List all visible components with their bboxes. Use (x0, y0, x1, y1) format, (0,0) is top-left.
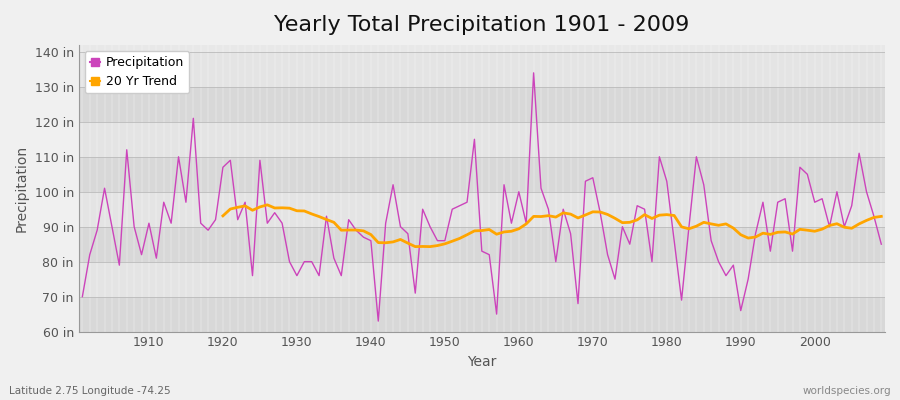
Legend: Precipitation, 20 Yr Trend: Precipitation, 20 Yr Trend (85, 51, 189, 93)
Precipitation (373, 319, 383, 324)
20 Yr Trend (876, 214, 886, 219)
Y-axis label: Precipitation: Precipitation (15, 145, 29, 232)
Text: worldspecies.org: worldspecies.org (803, 386, 891, 396)
Bar (78, 157, 885, 192)
Precipitation (521, 221, 532, 226)
Bar (78, 262, 885, 297)
Title: Yearly Total Precipitation 1901 - 2009: Yearly Total Precipitation 1901 - 2009 (274, 15, 689, 35)
20 Yr Trend (432, 243, 443, 248)
Bar (78, 227, 885, 262)
20 Yr Trend (218, 214, 229, 218)
Bar (78, 297, 885, 332)
20 Yr Trend (262, 202, 273, 207)
20 Yr Trend (410, 244, 420, 249)
Precipitation (876, 242, 886, 246)
Bar (78, 192, 885, 227)
Precipitation (528, 70, 539, 75)
Precipitation (513, 189, 524, 194)
Precipitation (136, 252, 147, 257)
20 Yr Trend (779, 230, 790, 234)
20 Yr Trend (795, 227, 806, 232)
Bar (78, 87, 885, 122)
Bar (78, 52, 885, 87)
X-axis label: Year: Year (467, 355, 497, 369)
20 Yr Trend (691, 224, 702, 228)
Precipitation (617, 224, 628, 229)
Precipitation (343, 217, 354, 222)
Line: Precipitation: Precipitation (83, 73, 881, 321)
Text: Latitude 2.75 Longitude -74.25: Latitude 2.75 Longitude -74.25 (9, 386, 171, 396)
Precipitation (77, 294, 88, 299)
Line: 20 Yr Trend: 20 Yr Trend (223, 205, 881, 247)
20 Yr Trend (314, 214, 325, 219)
20 Yr Trend (861, 218, 872, 223)
Precipitation (299, 259, 310, 264)
Bar (78, 122, 885, 157)
